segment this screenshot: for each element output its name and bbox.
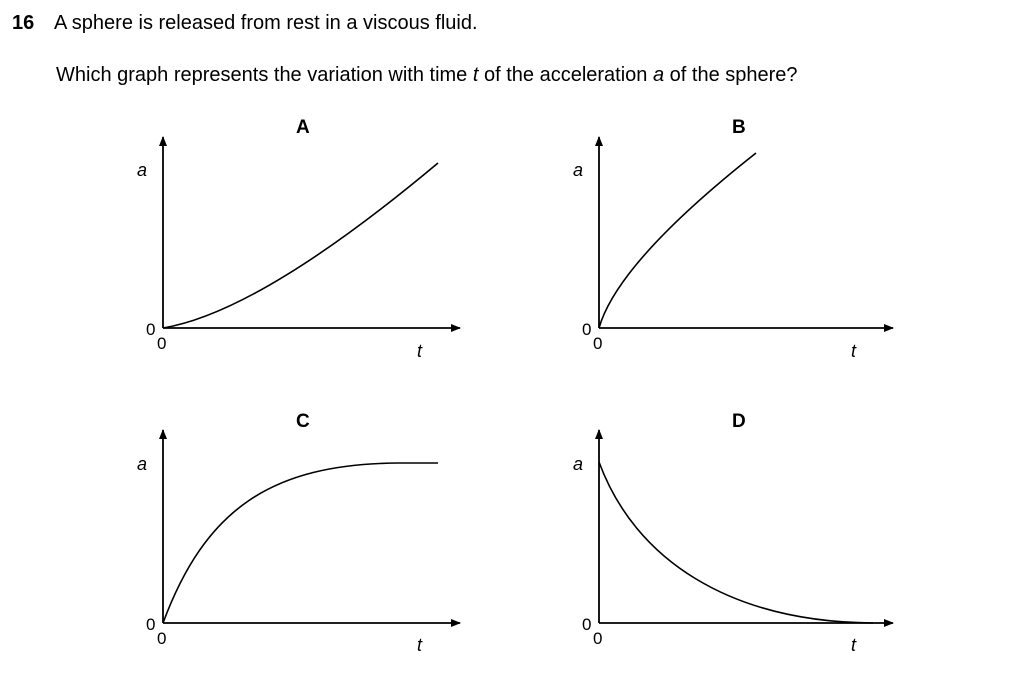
graph-d-y-label: a xyxy=(573,454,583,474)
graph-b-origin-y: 0 xyxy=(582,320,591,339)
graph-a-curve xyxy=(162,162,439,329)
question-statement: 16 A sphere is released from rest in a vi… xyxy=(12,10,478,36)
graph-d-x-label: t xyxy=(851,635,857,655)
graph-b-origin-x: 0 xyxy=(593,334,602,353)
question-number: 16 xyxy=(12,12,35,34)
graph-b-x-label: t xyxy=(851,341,857,361)
graph-d-label: D xyxy=(732,411,746,432)
graph-c-y-label: a xyxy=(137,454,147,474)
graph-a-origin-x: 0 xyxy=(157,334,166,353)
time-symbol: t xyxy=(472,64,479,86)
question-prompt: Which graph represents the variation wit… xyxy=(56,64,798,86)
graph-b-curve xyxy=(598,152,757,329)
graph-b-label: B xyxy=(732,117,746,138)
graph-d[interactable]: D a t 0 0 xyxy=(573,411,894,655)
graph-c-label: C xyxy=(296,411,310,432)
graph-b-y-label: a xyxy=(573,160,583,180)
acceleration-symbol: a xyxy=(652,64,665,86)
graph-c-origin-x: 0 xyxy=(157,629,166,648)
graph-a[interactable]: A a t 0 0 xyxy=(137,117,461,361)
graph-a-y-label: a xyxy=(137,160,147,180)
graph-c-x-label: t xyxy=(417,635,423,655)
graph-c-curve xyxy=(162,462,438,624)
graph-d-curve xyxy=(598,461,874,624)
graph-c-origin-y: 0 xyxy=(146,615,155,634)
graph-d-origin-x: 0 xyxy=(593,629,602,648)
graph-a-x-label: t xyxy=(417,341,423,361)
graph-b[interactable]: B a t 0 0 xyxy=(573,117,894,361)
graph-a-origin-y: 0 xyxy=(146,320,155,339)
graph-a-label: A xyxy=(296,117,310,138)
graph-c[interactable]: C a t 0 0 xyxy=(137,411,461,655)
statement-text: A sphere is released from rest in a visc… xyxy=(54,12,478,34)
graph-d-origin-y: 0 xyxy=(582,615,591,634)
